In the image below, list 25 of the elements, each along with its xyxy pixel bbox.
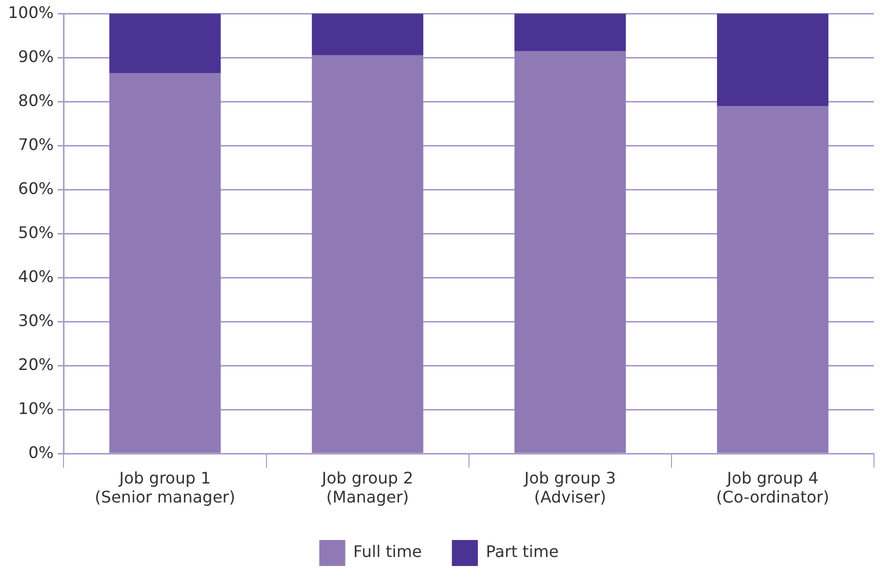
- y-tick-label: 20%: [18, 354, 54, 374]
- bar: [514, 51, 626, 453]
- y-tick-label: 100%: [8, 2, 54, 22]
- y-tick-label: 30%: [18, 310, 54, 330]
- y-tick-label: 10%: [18, 398, 54, 418]
- y-tick-label: 80%: [18, 90, 54, 110]
- x-tick-label: Job group 1 (Senior manager): [94, 468, 236, 507]
- y-tick-label: 0%: [28, 442, 54, 462]
- bar: [109, 73, 221, 453]
- bar: [109, 14, 221, 73]
- bar: [717, 106, 828, 453]
- x-tick-label: Job group 3 (Adviser): [523, 468, 616, 507]
- legend-label: Part time: [486, 542, 559, 562]
- bar: [312, 14, 424, 56]
- x-tick-label: Job group 4 (Co-ordinator): [716, 468, 830, 507]
- bar: [312, 55, 424, 453]
- y-tick-label: 70%: [18, 134, 54, 154]
- y-tick-label: 60%: [18, 178, 54, 198]
- bar: [717, 14, 828, 106]
- y-tick-label: 40%: [18, 266, 54, 286]
- legend-label: Full time: [353, 542, 422, 562]
- y-tick-label: 90%: [18, 46, 54, 66]
- x-tick-label: Job group 2 (Manager): [320, 468, 414, 507]
- bar: [514, 14, 626, 51]
- y-tick-label: 50%: [18, 222, 54, 242]
